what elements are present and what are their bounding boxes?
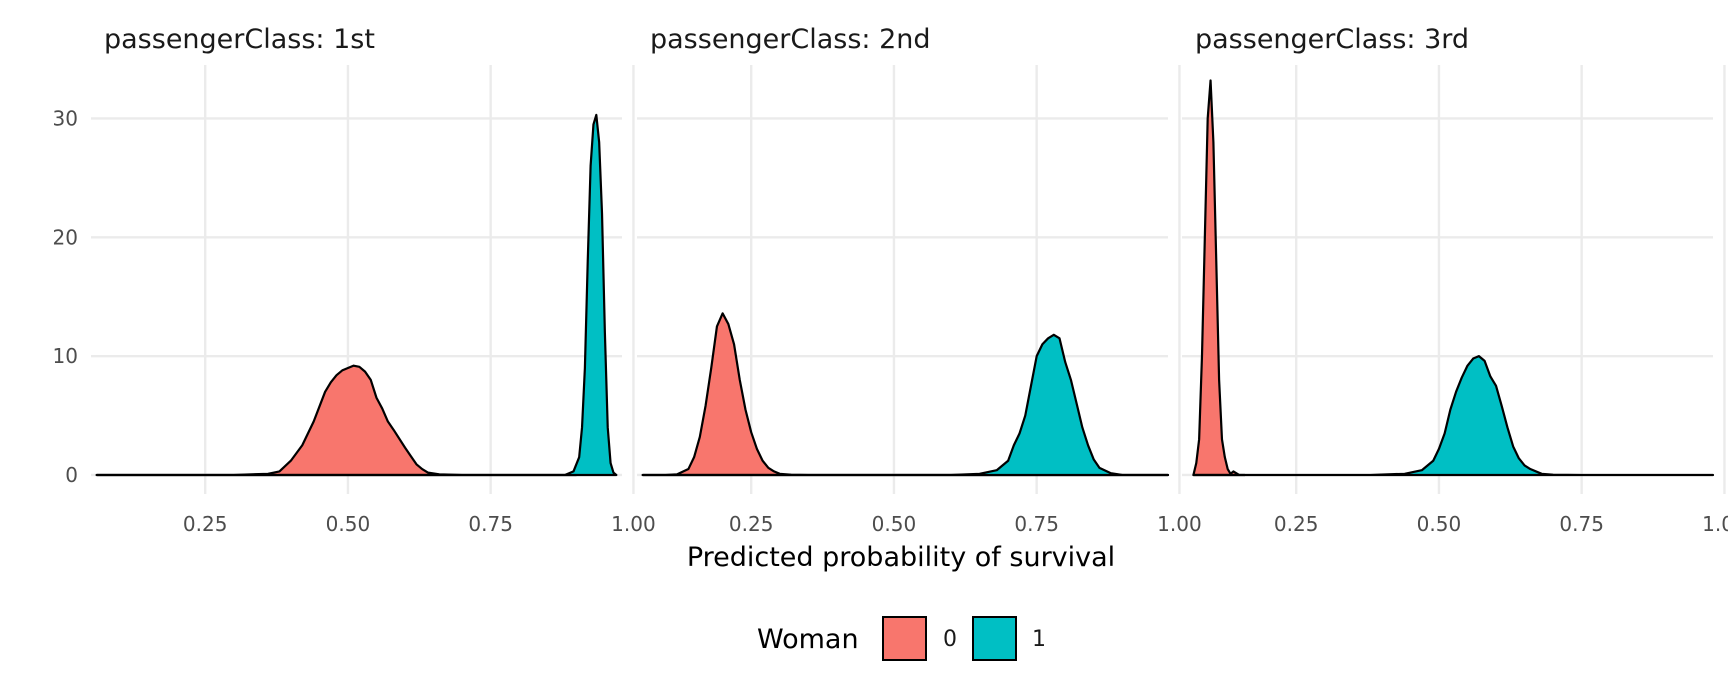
legend-key-1	[972, 616, 1017, 661]
facet-title: passengerClass: 1st	[104, 24, 375, 55]
facet-panel-2: passengerClass: 2nd 0.25 0.50 0.75 1.00	[637, 24, 1202, 536]
y-tick-label: 0	[65, 463, 78, 487]
x-tick-label: 0.50	[1417, 512, 1462, 536]
x-tick-label: 0.50	[326, 512, 371, 536]
legend-label-1: 1	[1032, 627, 1046, 652]
x-tick-label: 0.75	[1014, 512, 1059, 536]
density-area-woman-1	[641, 333, 1170, 477]
x-axis-title: Predicted probability of survival	[687, 542, 1115, 573]
x-tick-label: 0.75	[1559, 512, 1604, 536]
density-area-woman-1	[1192, 355, 1715, 477]
facets-layer: 0 10 20 30 passengerClass: 1st 0.25 0.50 0.75 1.…	[53, 24, 1728, 536]
x-tick-label: 0.25	[1274, 512, 1319, 536]
facet-panel-1: passengerClass: 1st 0.25 0.50 0.75 1.00	[91, 24, 656, 536]
x-tick-label: 1.00	[1702, 512, 1728, 536]
legend: Woman 0 1	[757, 616, 1046, 661]
y-tick-label: 30	[53, 106, 78, 130]
density-area-woman-0	[95, 364, 578, 477]
legend-title: Woman	[757, 624, 859, 655]
x-tick-label: 1.00	[611, 512, 656, 536]
facet-title: passengerClass: 2nd	[650, 24, 931, 55]
x-tick-label: 1.00	[1157, 512, 1202, 536]
facet-title: passengerClass: 3rd	[1195, 24, 1469, 55]
density-area-woman-0	[1192, 79, 1246, 477]
x-tick-label: 0.25	[729, 512, 774, 536]
y-tick-label: 10	[53, 344, 78, 368]
legend-key-0	[882, 616, 927, 661]
x-tick-label: 0.50	[872, 512, 917, 536]
y-tick-label: 20	[53, 225, 78, 249]
facet-panel-3: passengerClass: 3rd 0.25 0.50 0.75 1.00	[1182, 24, 1728, 536]
legend-label-0: 0	[943, 627, 957, 652]
x-tick-label: 0.75	[468, 512, 513, 536]
density-area-woman-1	[95, 113, 618, 477]
x-tick-label: 0.25	[183, 512, 228, 536]
